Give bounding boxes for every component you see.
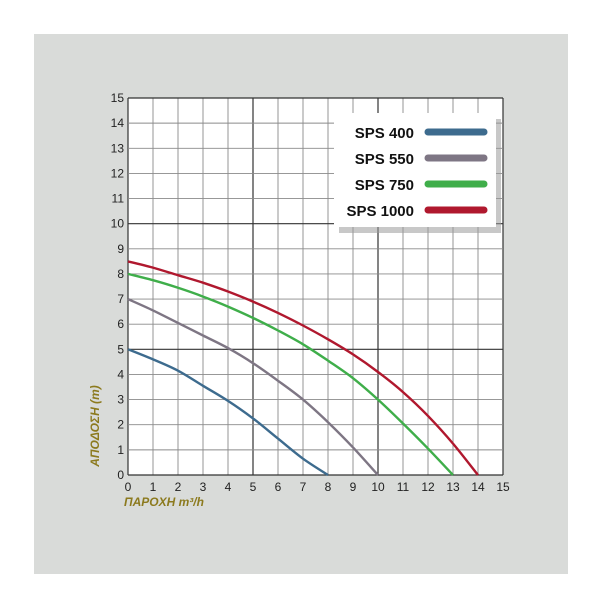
y-tick-label: 2 — [117, 418, 124, 432]
y-tick-label: 12 — [111, 166, 125, 180]
x-tick-label: 4 — [225, 480, 232, 494]
x-tick-label: 13 — [446, 480, 460, 494]
y-tick-label: 5 — [117, 342, 124, 356]
legend-label: SPS 1000 — [346, 203, 414, 220]
legend-label: SPS 400 — [355, 125, 414, 142]
series-line-sps-550 — [127, 298, 379, 476]
x-tick-label: 1 — [150, 480, 157, 494]
y-tick-label: 0 — [117, 468, 124, 482]
x-tick-label: 12 — [421, 480, 435, 494]
y-tick-label: 14 — [111, 116, 125, 130]
series-line-sps-400 — [127, 348, 329, 477]
y-axis-label: ΑΠΟΔΟΣΗ (m) — [88, 385, 102, 468]
y-tick-label: 15 — [111, 91, 125, 105]
x-tick-label: 11 — [397, 480, 410, 494]
x-tick-label: 7 — [300, 480, 307, 494]
y-tick-label: 8 — [117, 267, 124, 281]
x-tick-label: 8 — [325, 480, 332, 494]
y-tick-label: 6 — [117, 317, 124, 331]
y-tick-label: 9 — [117, 242, 124, 256]
x-tick-label: 10 — [371, 480, 385, 494]
x-tick-label: 3 — [200, 480, 207, 494]
y-tick-label: 1 — [117, 443, 124, 457]
y-tick-label: 3 — [117, 393, 124, 407]
y-tick-label: 10 — [111, 217, 125, 231]
legend-label: SPS 750 — [355, 177, 414, 194]
x-tick-label: 0 — [125, 480, 132, 494]
x-tick-label: 14 — [471, 480, 485, 494]
y-tick-label: 13 — [111, 141, 125, 155]
y-tick-label: 7 — [117, 292, 124, 306]
x-tick-label: 9 — [350, 480, 357, 494]
y-tick-label: 11 — [112, 192, 125, 206]
x-tick-label: 15 — [496, 480, 510, 494]
series-line-sps-1000 — [127, 260, 479, 476]
x-tick-label: 5 — [250, 480, 257, 494]
series-line-sps-750 — [127, 272, 454, 476]
series-lines — [127, 260, 479, 477]
x-tick-label: 2 — [175, 480, 182, 494]
y-tick-label: 4 — [117, 367, 124, 381]
tick-labels: 0 1 2 3 4 5 6 7 8 9 10 11 12 13 14 15012345678910111213… — [111, 91, 510, 494]
legend-label: SPS 550 — [355, 151, 414, 168]
x-tick-label: 6 — [275, 480, 282, 494]
x-axis-label: ΠΑΡΟΧΗ m³/h — [124, 495, 204, 509]
legend: SPS 400 SPS 550 SPS 750 SPS 1000 — [334, 113, 501, 233]
